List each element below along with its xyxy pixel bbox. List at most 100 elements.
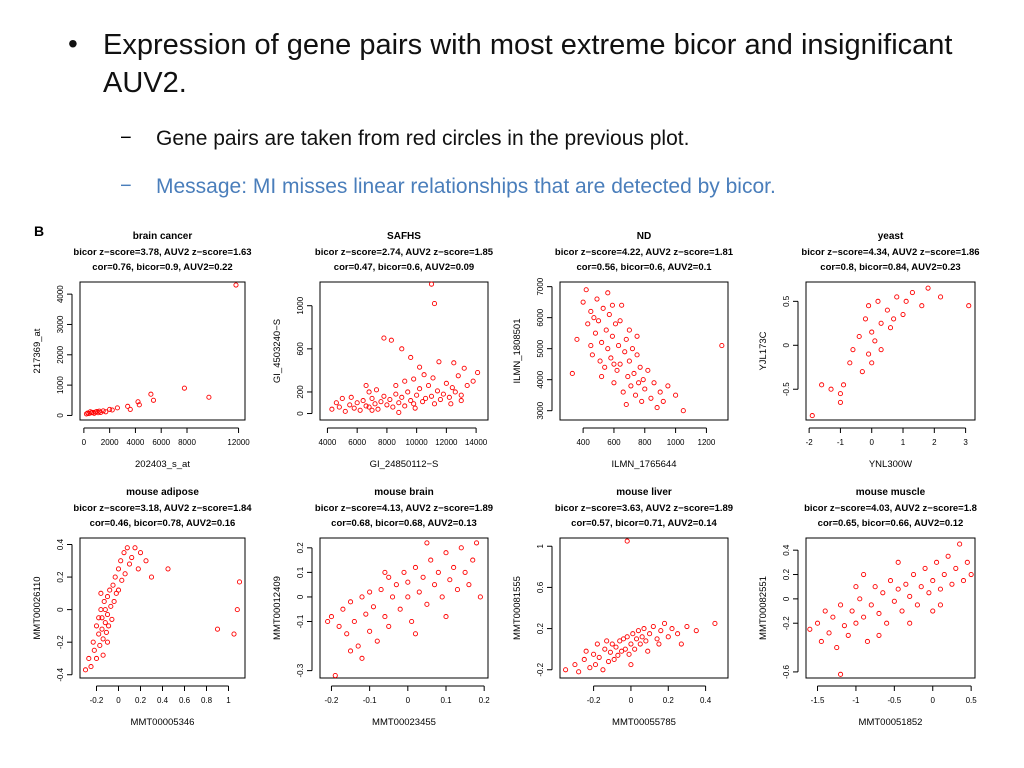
data-point [630, 631, 636, 637]
x-tick-label: 0 [406, 696, 411, 705]
chart-title: SAFHS [387, 231, 421, 242]
data-point [953, 565, 959, 571]
data-point [596, 654, 602, 660]
data-point [876, 632, 882, 638]
y-tick-label: -0.2 [536, 662, 545, 676]
data-point [348, 394, 354, 400]
data-point [449, 385, 455, 391]
y-tick-label: 1 [536, 543, 545, 548]
plot-frame [559, 537, 729, 679]
data-point [622, 646, 628, 652]
data-point [347, 599, 354, 605]
plot-frame [79, 537, 246, 679]
data-point [891, 598, 897, 604]
plot-frame [805, 537, 976, 679]
chart-title: yeast [878, 231, 904, 242]
x-tick-label: -2 [806, 438, 814, 447]
data-point [661, 620, 668, 626]
y-tick-label: 5000 [536, 339, 545, 357]
y-tick-label: 1000 [296, 296, 305, 314]
data-point [853, 620, 859, 626]
chart-subtitle-2: cor=0.68, bicor=0.68, AUV2=0.13 [331, 518, 477, 529]
data-point [847, 360, 853, 366]
data-point [93, 623, 100, 629]
data-point [597, 358, 603, 364]
x-tick-label: 1 [226, 696, 231, 705]
data-point [399, 346, 405, 352]
data-point [374, 638, 380, 644]
data-point [382, 614, 388, 620]
chart-subtitle-1: bicor z−score=3.18, AUV2 z−score=1.84 [73, 503, 252, 514]
data-point [903, 581, 909, 587]
chart-title: mouse muscle [856, 487, 926, 498]
data-point [431, 582, 438, 588]
data-point [393, 582, 399, 588]
data-point [841, 382, 847, 388]
x-tick-label: -0.2 [587, 696, 601, 705]
data-point [424, 540, 430, 546]
data-point [876, 610, 882, 617]
data-point [420, 399, 426, 405]
data-point [129, 554, 135, 561]
scatter-panel-8: mouse muscle bicor z−score=4.03, AUV2 z−s… [758, 487, 977, 728]
chart-title: mouse liver [616, 487, 672, 498]
data-point [884, 620, 890, 626]
data-point [412, 405, 418, 411]
y-tick-label: 3000 [56, 315, 65, 333]
data-point [878, 347, 884, 353]
data-point [641, 626, 647, 632]
data-point [462, 569, 468, 575]
y-tick-label: -0.1 [296, 614, 305, 628]
data-point [657, 389, 663, 395]
data-point [602, 364, 608, 370]
data-point [382, 569, 388, 575]
x-tick-label: 0.2 [663, 696, 675, 705]
data-point [872, 338, 878, 344]
data-point [712, 620, 718, 626]
data-point [838, 602, 844, 608]
scatter-panel-2: SAFHS bicor z−score=2.74, AUV2 z−score=1.… [272, 231, 494, 470]
data-point [964, 559, 970, 565]
data-point [930, 608, 936, 614]
data-point [624, 634, 630, 640]
data-point [925, 285, 931, 291]
x-tick-label: 0.1 [440, 696, 452, 705]
y-tick-label: 0.5 [782, 295, 791, 307]
data-point [626, 327, 632, 333]
data-point [643, 638, 649, 644]
data-point [604, 638, 610, 644]
data-point [857, 596, 863, 602]
data-point [408, 354, 414, 361]
data-point [642, 386, 648, 392]
data-point [389, 594, 396, 600]
x-tick-label: 1000 [667, 438, 685, 447]
data-point [473, 540, 480, 546]
data-point [640, 377, 646, 383]
data-point [137, 550, 144, 556]
chart-subtitle-2: cor=0.56, bicor=0.6, AUV2=0.1 [576, 262, 712, 273]
plot-frame [805, 281, 976, 421]
data-point [100, 652, 106, 658]
y-tick-label: 200 [296, 385, 305, 399]
data-point [960, 578, 967, 584]
data-point [373, 387, 380, 393]
x-axis-label: MMT00051852 [859, 717, 923, 728]
data-point [122, 571, 128, 577]
data-point [628, 383, 634, 389]
y-tick-label: 0.1 [296, 566, 305, 578]
data-point [375, 406, 381, 412]
data-point [359, 655, 365, 661]
data-point [409, 618, 415, 625]
data-point [919, 303, 925, 309]
data-point [360, 398, 366, 404]
data-point [165, 566, 171, 572]
y-tick-label: 0 [56, 413, 65, 418]
data-point [632, 646, 638, 652]
data-point [615, 652, 621, 658]
data-point [594, 641, 600, 647]
data-point [684, 623, 690, 630]
data-point [454, 587, 461, 593]
data-point [665, 383, 671, 389]
data-point [118, 558, 124, 564]
data-point [372, 401, 378, 407]
